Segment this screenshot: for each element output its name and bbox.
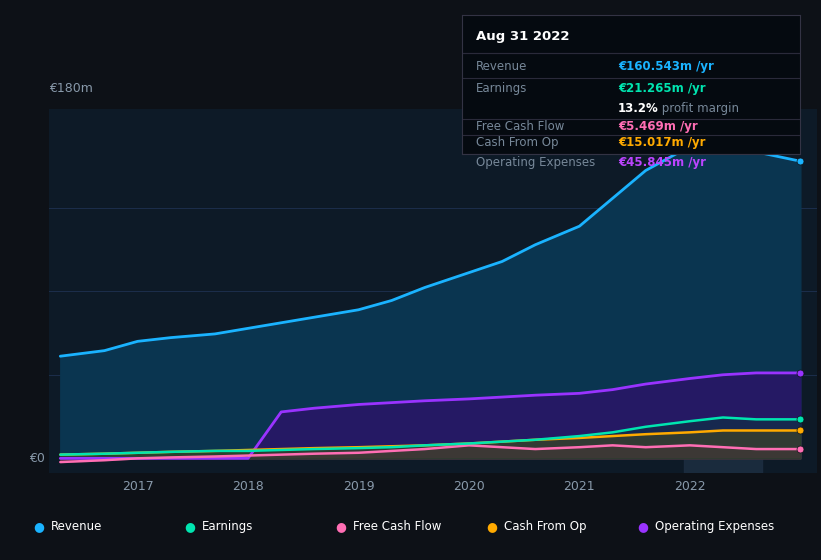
Text: Free Cash Flow: Free Cash Flow xyxy=(475,120,564,133)
Text: €0: €0 xyxy=(30,452,45,465)
Text: profit margin: profit margin xyxy=(658,102,740,115)
Text: ●: ● xyxy=(637,520,648,533)
Text: €21.265m /yr: €21.265m /yr xyxy=(618,82,705,95)
Bar xyxy=(685,109,762,473)
Text: Cash From Op: Cash From Op xyxy=(504,520,586,533)
Text: ●: ● xyxy=(335,520,346,533)
Text: Revenue: Revenue xyxy=(475,60,527,73)
Text: €45.845m /yr: €45.845m /yr xyxy=(618,156,706,169)
Text: Revenue: Revenue xyxy=(51,520,103,533)
Text: Earnings: Earnings xyxy=(475,82,527,95)
Text: Operating Expenses: Operating Expenses xyxy=(475,156,595,169)
Text: Free Cash Flow: Free Cash Flow xyxy=(353,520,442,533)
Text: Cash From Op: Cash From Op xyxy=(475,137,558,150)
Text: €160.543m /yr: €160.543m /yr xyxy=(618,60,713,73)
Text: €180m: €180m xyxy=(49,82,93,95)
Text: Earnings: Earnings xyxy=(202,520,254,533)
Text: ●: ● xyxy=(33,520,44,533)
Text: ●: ● xyxy=(486,520,497,533)
Text: ●: ● xyxy=(184,520,195,533)
Text: Aug 31 2022: Aug 31 2022 xyxy=(475,30,569,43)
Text: Operating Expenses: Operating Expenses xyxy=(655,520,774,533)
Text: €15.017m /yr: €15.017m /yr xyxy=(618,137,705,150)
Text: 13.2%: 13.2% xyxy=(618,102,658,115)
Text: €5.469m /yr: €5.469m /yr xyxy=(618,120,698,133)
